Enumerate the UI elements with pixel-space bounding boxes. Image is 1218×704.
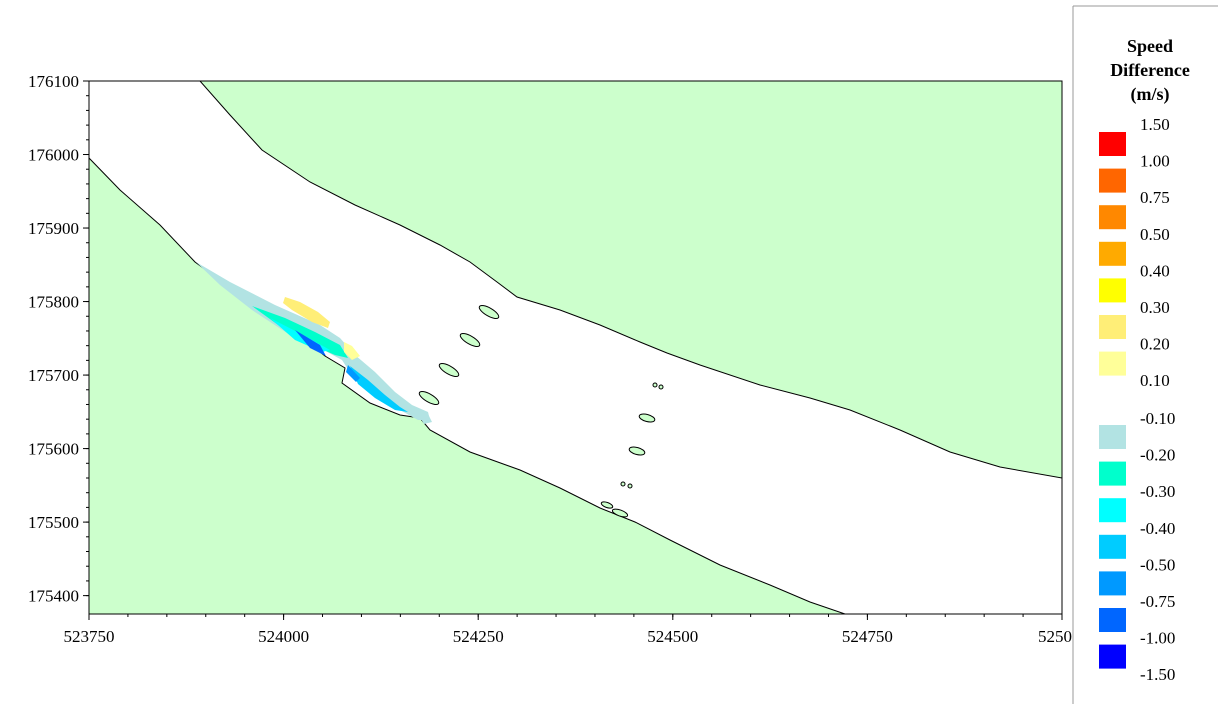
- x-tick-label: 5250: [1038, 627, 1072, 646]
- legend-label: -0.50: [1140, 555, 1175, 574]
- pier: [658, 384, 664, 390]
- legend-label: 0.10: [1140, 371, 1170, 390]
- pier: [418, 391, 440, 405]
- contour-light-cyan-2: [418, 414, 432, 424]
- legend-swatch: [1099, 351, 1126, 376]
- legend-swatch: [1099, 608, 1126, 632]
- legend-labels: 1.50 1.00 0.75 0.50 0.40 0.30 0.20 0.10 -0.10 -0.…: [1140, 115, 1175, 684]
- pier: [459, 333, 481, 347]
- legend-title-line-2: Difference: [1110, 60, 1190, 80]
- contour-yellow-2: [344, 342, 360, 360]
- legend-title-line-1: Speed: [1127, 36, 1173, 56]
- y-tick-label: 175400: [28, 587, 79, 606]
- pier: [628, 446, 646, 456]
- legend-swatch: [1099, 644, 1126, 669]
- y-tick-label: 176100: [28, 72, 79, 91]
- legend-label: 0.50: [1140, 225, 1170, 244]
- bridge-piers-downstream: [600, 382, 664, 518]
- legend-swatches: [1099, 132, 1126, 669]
- y-tick-label: 175900: [28, 219, 79, 238]
- legend-label: 1.50: [1140, 115, 1170, 134]
- contour-blue: [295, 330, 326, 356]
- legend-swatch: [1099, 534, 1126, 559]
- legend: Speed Difference (m/s) 1.50 1.00 0.75 0.50 0…: [1072, 5, 1218, 704]
- legend-label: -1.50: [1140, 665, 1175, 684]
- legend-swatch: [1099, 241, 1126, 266]
- pier: [611, 508, 629, 518]
- contour-sky: [350, 366, 408, 412]
- plot-area: [88, 80, 1063, 615]
- bridge-piers-upstream: [418, 305, 500, 405]
- pier: [627, 483, 633, 489]
- x-tick-label: 523750: [64, 627, 115, 646]
- legend-swatch: [1099, 425, 1126, 449]
- legend-label: 0.75: [1140, 188, 1170, 207]
- contour-teal: [252, 306, 348, 358]
- x-tick-label: 524000: [258, 627, 309, 646]
- x-axis: 523750 524000 524250 524500 524750 5250: [64, 614, 1072, 646]
- y-tick-label: 175500: [28, 513, 79, 532]
- legend-label: 1.00: [1140, 152, 1170, 171]
- legend-swatch: [1099, 315, 1126, 339]
- legend-swatch: [1099, 461, 1126, 486]
- legend-swatch: [1099, 132, 1126, 156]
- x-tick-label: 524750: [842, 627, 893, 646]
- legend-swatch: [1099, 571, 1126, 596]
- legend-swatch: [1099, 168, 1126, 193]
- legend-label: 0.40: [1140, 261, 1170, 280]
- y-tick-label: 175600: [28, 440, 79, 459]
- contour-yellow-1: [283, 297, 330, 328]
- legend-label: 0.20: [1140, 335, 1170, 354]
- legend-label: -0.10: [1140, 409, 1175, 428]
- pier: [438, 363, 460, 377]
- legend-swatch: [1099, 278, 1126, 303]
- plot-frame: [88, 80, 1063, 615]
- pier: [638, 413, 656, 423]
- legend-label: -1.00: [1140, 629, 1175, 648]
- legend-label: -0.20: [1140, 446, 1175, 465]
- legend-label: 0.30: [1140, 298, 1170, 317]
- legend-swatch: [1099, 498, 1126, 523]
- contour-blue-2: [346, 365, 360, 382]
- legend-label: -0.40: [1140, 519, 1175, 538]
- pier: [620, 481, 626, 487]
- x-tick-label: 524500: [647, 627, 698, 646]
- legend-label: -0.75: [1140, 592, 1175, 611]
- pier: [600, 501, 614, 509]
- y-tick-label: 175800: [28, 293, 79, 312]
- legend-label: -0.30: [1140, 482, 1175, 501]
- pier: [652, 382, 658, 388]
- y-tick-label: 175700: [28, 366, 79, 385]
- legend-swatch: [1099, 205, 1126, 230]
- pier: [478, 305, 500, 319]
- north-bank-land: [199, 81, 1062, 479]
- y-axis: 175400 175500 175600 175700 175800 175900 1760…: [28, 72, 89, 606]
- legend-title-line-3: (m/s): [1131, 84, 1170, 105]
- x-tick-label: 524250: [453, 627, 504, 646]
- y-tick-label: 176000: [28, 146, 79, 165]
